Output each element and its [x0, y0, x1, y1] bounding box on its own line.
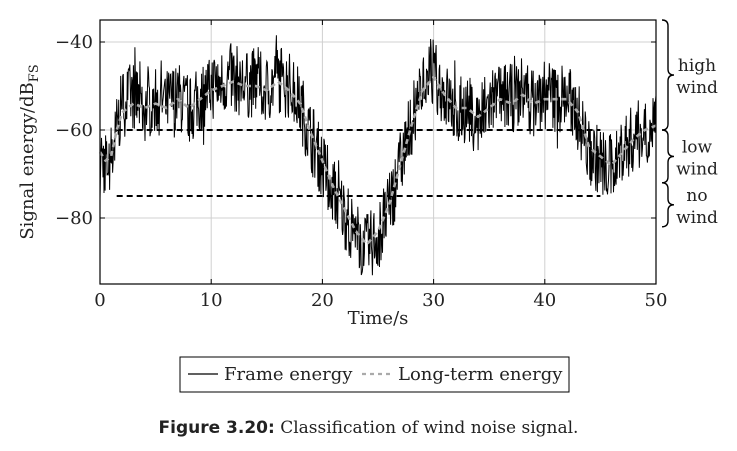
x-tick-label: 10: [200, 290, 223, 311]
band-brace: [661, 182, 675, 228]
band-label-line2: wind: [676, 208, 718, 228]
x-tick-label: 20: [311, 290, 334, 311]
band-brace: [661, 19, 675, 131]
band-label-line1: low: [682, 137, 713, 157]
y-tick-label: −40: [55, 32, 93, 53]
x-axis-label: Time/s: [348, 308, 409, 329]
x-tick-label: 40: [533, 290, 556, 311]
y-tick-label: −80: [55, 208, 93, 229]
y-ticks: −80 −60 −40: [55, 32, 656, 229]
legend-longterm-label: Long-term energy: [398, 364, 563, 385]
legend-box: [179, 356, 570, 393]
threshold-lines: [116, 129, 601, 197]
band-label-line2: wind: [676, 78, 718, 98]
x-tick-label: 0: [94, 290, 105, 311]
x-ticks: 0 10 20 30 40 50: [94, 20, 667, 311]
y-axis-label-main: Signal energy/dB: [17, 82, 38, 239]
frame-energy-line: [99, 35, 657, 276]
caption-text: Classification of wind noise signal.: [280, 418, 579, 438]
legend: Frame energy Long-term energy: [179, 356, 570, 393]
chart: 0 10 20 30 40 50 −80 −60 −40 Time/s Signal ener…: [17, 19, 718, 393]
band-label-line1: high: [678, 56, 716, 76]
x-tick-label: 30: [422, 290, 445, 311]
y-tick-label: −60: [55, 120, 93, 141]
legend-frame-label: Frame energy: [224, 364, 353, 385]
band-brace: [661, 129, 675, 184]
x-tick-label: 50: [645, 290, 668, 311]
y-axis-label: Signal energy/dBFS: [17, 64, 42, 239]
y-axis-label-subscript: FS: [27, 64, 42, 82]
caption-label: Figure 3.20:: [158, 418, 275, 438]
band-label-line1: no: [686, 186, 707, 206]
band-label-line2: wind: [676, 159, 718, 179]
figure-caption: Figure 3.20: Classification of wind nois…: [0, 418, 737, 438]
plot-frame: [99, 19, 657, 285]
frame-energy-series: [99, 35, 657, 276]
